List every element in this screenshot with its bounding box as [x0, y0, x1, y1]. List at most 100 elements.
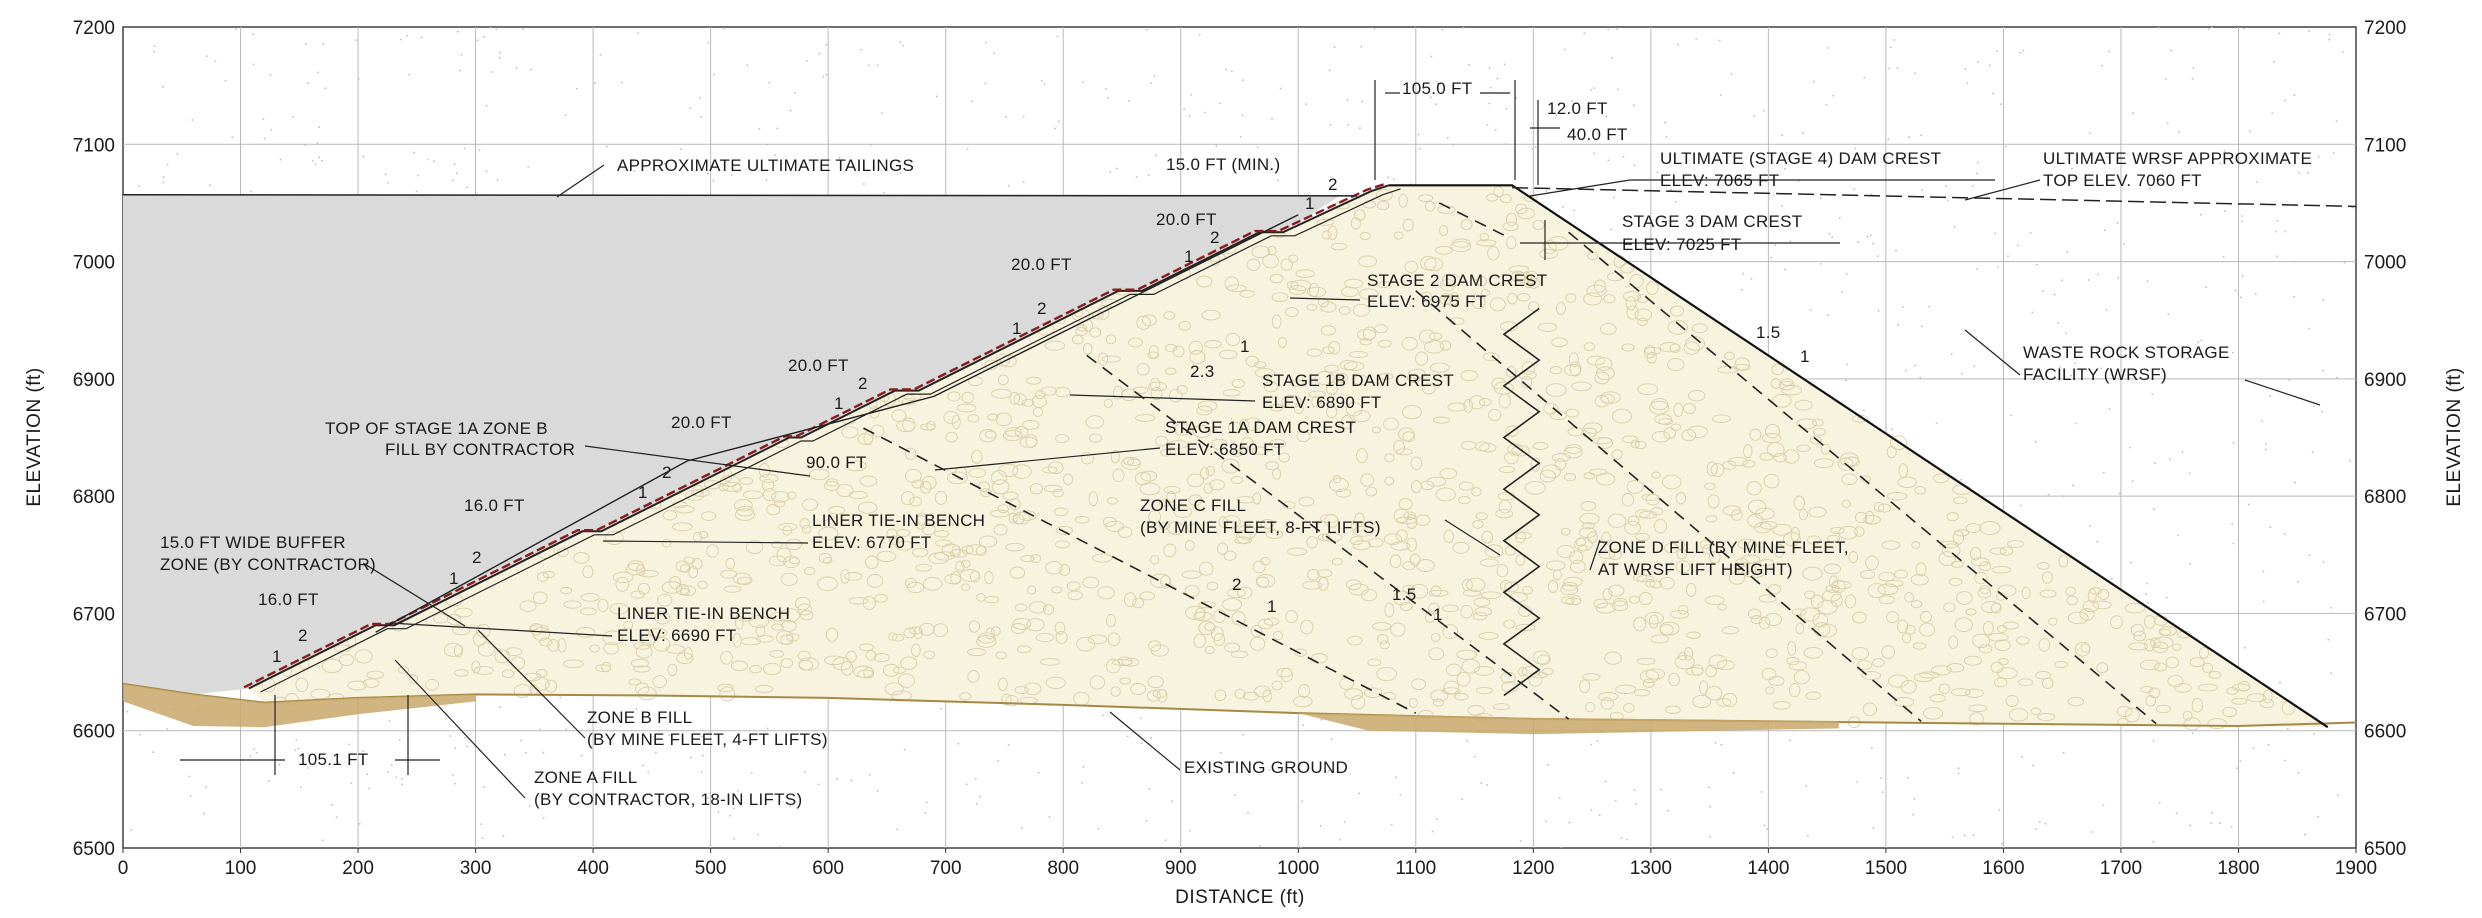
texture-cell: [2156, 704, 2171, 714]
texture-cell: [1547, 580, 1559, 593]
stipple-dot: [2321, 410, 2324, 413]
texture-cell: [1408, 368, 1426, 380]
stipple-dot: [366, 773, 368, 776]
texture-cell: [1948, 635, 1959, 650]
stipple-dot: [1856, 781, 1858, 783]
stipple-dot: [2070, 374, 2073, 377]
stipple-dot: [1802, 132, 1804, 135]
texture-cell: [1488, 408, 1502, 421]
texture-cell: [1298, 496, 1315, 507]
texture-cell: [1272, 630, 1284, 641]
stipple-dot: [606, 145, 608, 148]
texture-cell: [2058, 554, 2069, 568]
dim-16ft-a: 16.0 FT: [464, 496, 525, 515]
stipple-dot: [2276, 220, 2279, 222]
texture-cell: [447, 613, 462, 626]
stipple-dot: [2351, 206, 2354, 209]
stipple-dot: [1620, 837, 1623, 839]
stipple-dot: [2057, 321, 2060, 324]
stipple-dot: [1005, 115, 1007, 118]
stipple-dot: [2241, 215, 2244, 218]
stipple-dot: [2297, 771, 2300, 774]
stipple-dot: [1785, 152, 1788, 154]
texture-cell: [1994, 639, 2011, 652]
slope-2-s1: 2: [298, 626, 308, 645]
texture-cell: [865, 555, 879, 570]
texture-cell: [1222, 597, 1243, 612]
stipple-dot: [2035, 828, 2038, 830]
texture-cell: [1123, 592, 1137, 607]
stipple-dot: [1347, 123, 1350, 126]
texture-cell: [1767, 584, 1782, 595]
texture-cell: [1692, 694, 1712, 709]
stipple-dot: [2102, 471, 2105, 474]
texture-cell: [1371, 426, 1382, 434]
texture-cell: [1887, 674, 1909, 688]
texture-cell: [1598, 550, 1616, 560]
texture-cell: [1938, 551, 1957, 566]
texture-cell: [965, 544, 987, 556]
texture-cell: [1575, 537, 1587, 547]
texture-cell: [473, 665, 494, 675]
texture-cell: [1570, 559, 1586, 574]
texture-cell: [1685, 336, 1706, 351]
texture-cell: [1881, 540, 1901, 550]
stipple-dot: [2031, 311, 2034, 314]
stipple-dot: [1301, 800, 1304, 803]
texture-cell: [2048, 617, 2058, 626]
texture-cell: [652, 675, 667, 689]
texture-cell: [1624, 520, 1641, 535]
texture-cell: [786, 491, 797, 500]
stipple-dot: [1279, 87, 1282, 90]
texture-cell: [1353, 209, 1366, 221]
texture-cell: [1607, 513, 1627, 528]
stipple-dot: [765, 179, 768, 181]
texture-cell: [1443, 529, 1454, 543]
stipple-dot: [335, 816, 338, 818]
texture-cell: [1246, 258, 1261, 271]
stipple-dot: [1545, 820, 1547, 823]
stipple-dot: [1877, 310, 1880, 312]
texture-cell: [1150, 386, 1163, 401]
stipple-dot: [138, 185, 141, 188]
stipple-dot: [1519, 840, 1522, 842]
texture-cell: [1117, 526, 1133, 538]
texture-cell: [840, 661, 854, 676]
texture-cell: [1418, 194, 1434, 202]
texture-cell: [1458, 496, 1471, 505]
stipple-dot: [1486, 123, 1489, 126]
stipple-dot: [1503, 63, 1506, 66]
texture-cell: [911, 479, 925, 489]
texture-cell: [1410, 583, 1429, 599]
stipple-dot: [2035, 263, 2038, 266]
texture-cell: [1530, 457, 1541, 472]
stipple-dot: [2130, 561, 2133, 564]
stipple-dot: [1889, 46, 1892, 48]
texture-cell: [1637, 383, 1658, 396]
texture-cell: [1147, 351, 1160, 359]
texture-cell: [1076, 324, 1088, 332]
stipple-dot: [1866, 235, 1869, 238]
stipple-dot: [191, 119, 194, 121]
texture-cell: [955, 560, 965, 572]
texture-cell: [667, 663, 678, 677]
stipple-dot: [1772, 194, 1775, 197]
texture-cell: [1954, 617, 1973, 633]
stipple-dot: [1361, 100, 1364, 103]
stipple-dot: [279, 158, 282, 161]
texture-cell: [1265, 461, 1279, 471]
stipple-dot: [1417, 133, 1420, 136]
texture-cell: [749, 665, 762, 674]
texture-cell: [1189, 350, 1206, 365]
texture-cell: [1637, 317, 1648, 326]
stipple-dot: [1953, 225, 1956, 228]
texture-cell: [720, 650, 733, 665]
texture-cell: [1012, 617, 1032, 630]
texture-cell: [1716, 660, 1735, 671]
stipple-dot: [655, 752, 657, 754]
texture-cell: [1263, 381, 1279, 393]
texture-cell: [1867, 583, 1886, 599]
texture-cell: [1097, 352, 1109, 366]
stipple-dot: [1841, 291, 1843, 293]
stipple-dot: [2065, 332, 2067, 335]
